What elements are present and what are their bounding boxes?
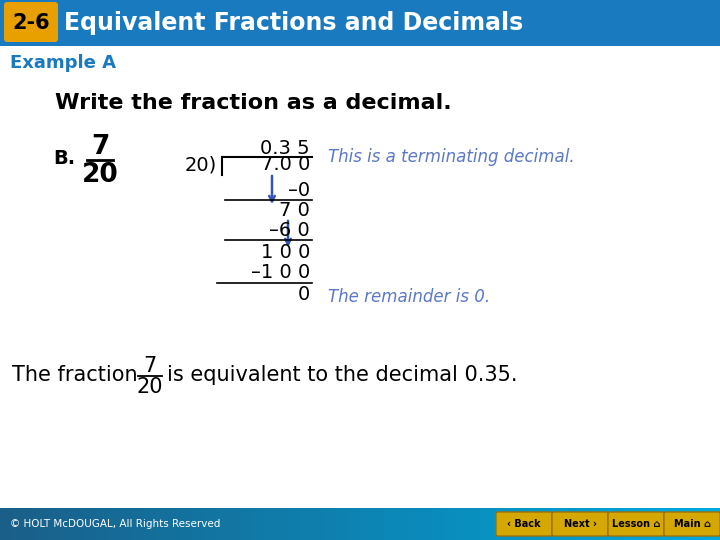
Bar [576, 508, 589, 540]
Text: 2-6: 2-6 [12, 13, 50, 33]
Bar [72, 508, 85, 540]
Text: is equivalent to the decimal 0.35.: is equivalent to the decimal 0.35. [167, 365, 518, 385]
Bar [12, 508, 25, 540]
Bar [48, 508, 61, 540]
Bar [444, 508, 457, 540]
Bar [60, 508, 73, 540]
Bar [552, 508, 565, 540]
Text: ‹ Back: ‹ Back [507, 519, 541, 529]
Text: Main ⌂: Main ⌂ [673, 519, 711, 529]
Bar [324, 508, 337, 540]
Bar [288, 508, 301, 540]
Text: 7: 7 [91, 134, 109, 160]
FancyBboxPatch shape [496, 512, 552, 536]
Bar [540, 508, 553, 540]
Bar [480, 508, 493, 540]
Bar [216, 508, 229, 540]
Bar [336, 508, 349, 540]
Bar [660, 508, 673, 540]
Bar [180, 508, 193, 540]
Bar [672, 508, 685, 540]
FancyBboxPatch shape [552, 512, 608, 536]
Bar [192, 508, 205, 540]
Text: B.: B. [53, 148, 75, 167]
Bar [204, 508, 217, 540]
Bar [636, 508, 649, 540]
Bar [108, 508, 121, 540]
Bar [612, 508, 625, 540]
Bar [276, 508, 289, 540]
Text: –6 0: –6 0 [269, 220, 310, 240]
Bar [36, 508, 49, 540]
Bar [24, 508, 37, 540]
Bar [156, 508, 169, 540]
Bar [120, 508, 133, 540]
Bar [396, 508, 409, 540]
Bar [696, 508, 709, 540]
Bar [588, 508, 601, 540]
Bar [456, 508, 469, 540]
Bar [0, 508, 13, 540]
Text: Next ›: Next › [564, 519, 596, 529]
Text: 7 0: 7 0 [279, 200, 310, 219]
FancyBboxPatch shape [664, 512, 720, 536]
Text: This is a terminating decimal.: This is a terminating decimal. [328, 148, 575, 166]
Text: The remainder is 0.: The remainder is 0. [328, 288, 490, 306]
Bar [600, 508, 613, 540]
Text: 7: 7 [143, 356, 157, 376]
Bar [84, 508, 97, 540]
Bar [0, 0, 720, 46]
Text: 1 0 0: 1 0 0 [261, 244, 310, 262]
Bar [684, 508, 697, 540]
Bar [492, 508, 505, 540]
Text: 7.0 0: 7.0 0 [261, 156, 310, 174]
FancyBboxPatch shape [608, 512, 664, 536]
Text: 0: 0 [298, 286, 310, 305]
Bar [384, 508, 397, 540]
Bar [708, 508, 720, 540]
Bar [96, 508, 109, 540]
Bar [432, 508, 445, 540]
Bar [132, 508, 145, 540]
Bar [504, 508, 517, 540]
FancyArrowPatch shape [269, 176, 275, 201]
Bar [312, 508, 325, 540]
FancyArrowPatch shape [285, 221, 291, 245]
Text: © HOLT McDOUGAL, All Rights Reserved: © HOLT McDOUGAL, All Rights Reserved [10, 519, 220, 529]
Text: 20): 20) [185, 156, 217, 174]
Bar [648, 508, 661, 540]
Bar [516, 508, 529, 540]
Bar [144, 508, 157, 540]
Text: The fraction: The fraction [12, 365, 138, 385]
Bar [420, 508, 433, 540]
Text: 0.3 5: 0.3 5 [261, 138, 310, 158]
Bar [408, 508, 421, 540]
Bar [528, 508, 541, 540]
Text: Write the fraction as a decimal.: Write the fraction as a decimal. [55, 93, 451, 113]
Bar [168, 508, 181, 540]
Bar [468, 508, 481, 540]
Bar [228, 508, 241, 540]
Bar [252, 508, 265, 540]
Bar [624, 508, 637, 540]
Text: Lesson ⌂: Lesson ⌂ [612, 519, 660, 529]
Bar [300, 508, 313, 540]
Text: 20: 20 [137, 377, 163, 397]
Text: Example A: Example A [10, 54, 116, 72]
FancyBboxPatch shape [4, 2, 58, 42]
Bar [348, 508, 361, 540]
Bar [360, 508, 373, 540]
Bar [564, 508, 577, 540]
Text: –1 0 0: –1 0 0 [251, 264, 310, 282]
Text: Equivalent Fractions and Decimals: Equivalent Fractions and Decimals [64, 11, 523, 35]
Text: –0: –0 [288, 180, 310, 199]
Bar [240, 508, 253, 540]
Text: 20: 20 [81, 162, 118, 188]
Bar [372, 508, 385, 540]
Bar [264, 508, 277, 540]
